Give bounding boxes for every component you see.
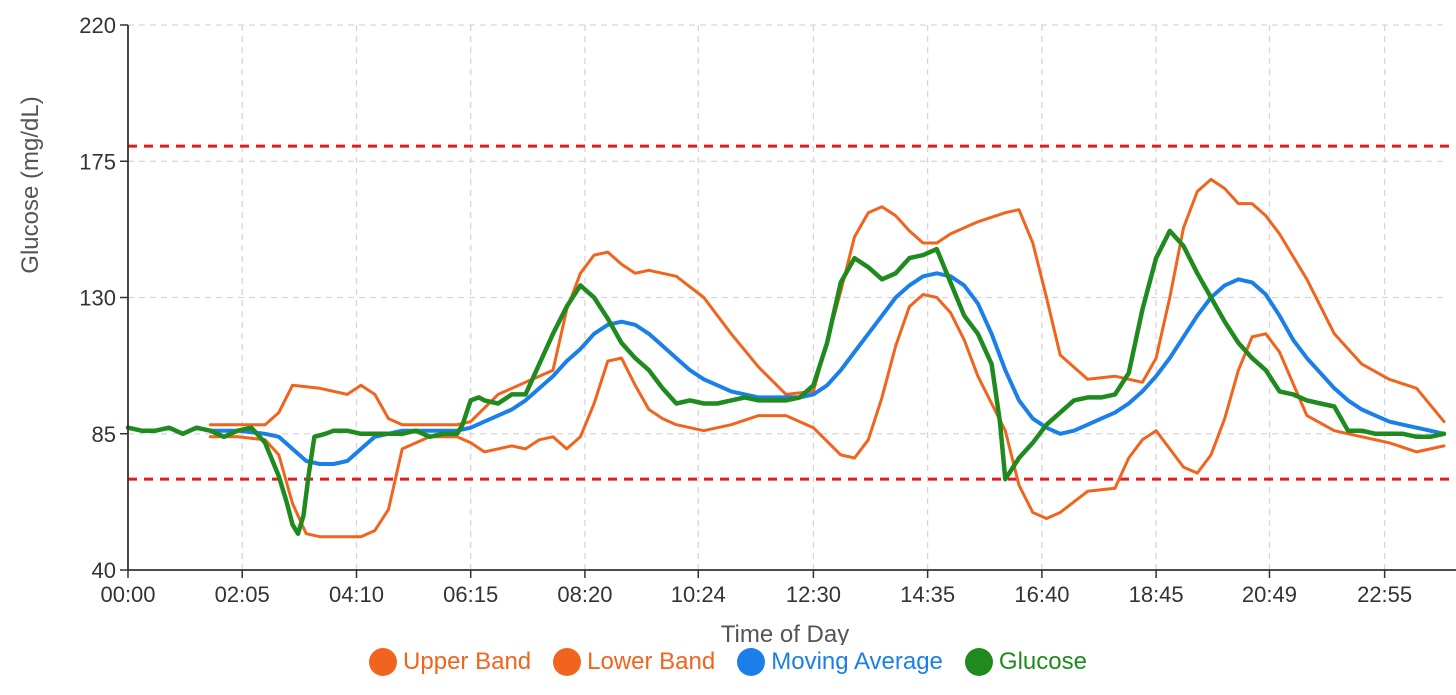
legend-label-upper-band: Upper Band [403, 648, 532, 675]
x-tick-label: 18:45 [1129, 582, 1184, 607]
upper-band-swatch-icon [369, 648, 398, 676]
grid [128, 24, 1444, 571]
legend-item-glucose[interactable]: Glucose [964, 648, 1087, 676]
lower-band-swatch-icon [553, 648, 582, 676]
y-tick-label: 175 [79, 149, 116, 174]
y-axis-title: Glucose (mg/dL) [17, 96, 44, 273]
y-tick-label: 130 [79, 286, 116, 311]
legend-item-moving-average[interactable]: Moving Average [737, 648, 943, 676]
x-tick-label: 02:05 [215, 582, 270, 607]
x-tick-label: 04:10 [329, 582, 384, 607]
series-line-lower-band [208, 293, 1446, 539]
tick-labels: 40 85 130 175 220 00:00 02:05 04:10 06:15 08:20 10… [79, 13, 1412, 607]
legend-item-upper-band[interactable]: Upper Band [369, 648, 531, 676]
x-tick-label: 16:40 [1014, 582, 1069, 607]
series-lines [125, 177, 1447, 539]
x-tick-label: 12:30 [786, 582, 841, 607]
y-tick-label: 85 [92, 422, 116, 447]
series-line-moving-average [208, 271, 1446, 466]
x-tick-label: 22:55 [1357, 582, 1412, 607]
legend-item-lower-band[interactable]: Lower Band [553, 648, 715, 676]
axes [120, 24, 1456, 578]
x-tick-label: 06:15 [443, 582, 498, 607]
x-tick-label: 20:49 [1242, 582, 1297, 607]
x-tick-label: 08:20 [557, 582, 612, 607]
x-tick-label: 00:00 [100, 582, 155, 607]
x-tick-label: 10:24 [671, 582, 726, 607]
reference-lines [128, 144, 1456, 481]
y-tick-label: 40 [92, 558, 116, 583]
series-line-upper-band [208, 177, 1446, 427]
moving-average-swatch-icon [737, 648, 766, 676]
x-tick-label: 14:35 [900, 582, 955, 607]
legend: Upper Band Lower Band Moving Average Glu… [0, 648, 1456, 676]
legend-label-moving-average: Moving Average [771, 648, 943, 675]
chart-svg: 40 85 130 175 220 00:00 02:05 04:10 06:15 08:20 10… [17, 13, 1456, 648]
legend-label-glucose: Glucose [998, 648, 1087, 675]
y-tick-label: 220 [79, 13, 116, 38]
glucose-swatch-icon [964, 648, 993, 676]
x-axis-title: Time of Day [721, 621, 849, 645]
series-line-glucose [125, 228, 1447, 536]
legend-label-lower-band: Lower Band [587, 648, 716, 675]
